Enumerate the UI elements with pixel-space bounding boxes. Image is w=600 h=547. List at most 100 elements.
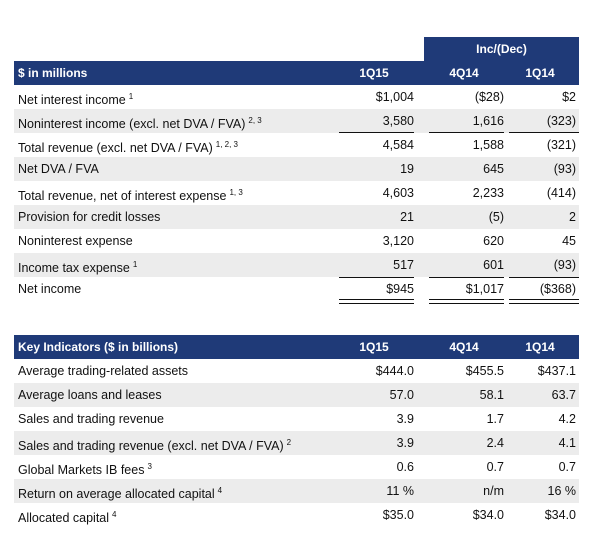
row-label-text: Global Markets IB fees	[18, 463, 145, 477]
value-cell: 11 %	[386, 484, 414, 498]
row-label: Sales and trading revenue	[18, 407, 164, 431]
table-row: Noninterest expense 3,120 620 45	[14, 229, 579, 253]
value-cell: 1,588	[472, 138, 504, 152]
underline-rule	[339, 132, 414, 133]
value-cell: (323)	[546, 114, 576, 128]
value-cell: $444.0	[375, 364, 414, 378]
value-cell: (321)	[546, 138, 576, 152]
row-label-text: Net income	[18, 282, 82, 296]
value-cell: 0.7	[486, 460, 504, 474]
value-cell: 2,233	[472, 186, 504, 200]
row-label: Net DVA / FVA	[18, 157, 99, 181]
value-cell: 63.7	[551, 388, 576, 402]
income-header-row: $ in millions 1Q15 4Q14 1Q14	[14, 61, 579, 85]
table-row: Income tax expense 1 517 601 (93)	[14, 253, 579, 277]
value-cell: 3,120	[382, 234, 414, 248]
row-label-text: Provision for credit losses	[18, 210, 161, 224]
value-cell: 601	[483, 258, 504, 272]
value-cell: 1.7	[486, 412, 504, 426]
row-label-text: Average loans and leases	[18, 388, 162, 402]
double-underline-rule	[509, 299, 579, 304]
row-label: Total revenue (excl. net DVA / FVA) 1, 2,…	[18, 133, 238, 157]
value-cell: $945	[386, 282, 414, 296]
value-cell: (93)	[553, 162, 576, 176]
value-cell: n/m	[483, 484, 504, 498]
value-cell: 19	[400, 162, 414, 176]
row-label-text: Income tax expense	[18, 261, 130, 275]
row-label-text: Net DVA / FVA	[18, 162, 99, 176]
value-cell: $2	[562, 90, 576, 104]
double-underline-rule	[339, 299, 414, 304]
units-label: $ in millions	[18, 66, 88, 80]
indicators-title: Key Indicators ($ in billions)	[18, 340, 179, 354]
table-row: Allocated capital 4 $35.0 $34.0 $34.0	[14, 503, 579, 527]
row-label: Global Markets IB fees 3	[18, 455, 152, 479]
footnote-ref: 1, 3	[229, 188, 243, 197]
row-label-text: Average trading-related assets	[18, 364, 189, 378]
value-cell: 58.1	[479, 388, 504, 402]
footnote-ref: 1	[132, 260, 138, 269]
row-label: Noninterest expense	[18, 229, 133, 253]
value-cell: 645	[483, 162, 504, 176]
value-cell: 517	[393, 258, 414, 272]
row-label: Noninterest income (excl. net DVA / FVA)…	[18, 109, 262, 133]
row-label: Average loans and leases	[18, 383, 162, 407]
value-cell: $455.5	[465, 364, 504, 378]
value-cell: $35.0	[382, 508, 414, 522]
underline-rule	[509, 132, 579, 133]
double-underline-rule	[429, 299, 504, 304]
row-label-text: Total revenue (excl. net DVA / FVA)	[18, 141, 213, 155]
value-cell: 2.4	[486, 436, 504, 450]
col-header: 1Q14	[525, 340, 555, 354]
value-cell: 620	[483, 234, 504, 248]
row-label: Allocated capital 4	[18, 503, 116, 527]
row-label: Income tax expense 1	[18, 253, 137, 277]
table-row: Provision for credit losses 21 (5) 2	[14, 205, 579, 229]
col-header: 1Q14	[525, 66, 555, 80]
top-rule	[339, 277, 414, 278]
footnote-ref: 1, 2, 3	[215, 140, 239, 149]
footnote-ref: 1	[128, 92, 134, 101]
table-row: Sales and trading revenue 3.9 1.7 4.2	[14, 407, 579, 431]
footnote-ref: 4	[217, 486, 223, 495]
top-rule	[429, 277, 504, 278]
row-label: Return on average allocated capital 4	[18, 479, 222, 503]
table-row: Total revenue (excl. net DVA / FVA) 1, 2,…	[14, 133, 579, 157]
top-rule	[509, 277, 579, 278]
row-label-text: Sales and trading revenue (excl. net DVA…	[18, 439, 284, 453]
inc-dec-label: Inc/(Dec)	[476, 42, 527, 56]
value-cell: 4.2	[558, 412, 576, 426]
value-cell: 16 %	[547, 484, 577, 498]
value-cell: 0.7	[558, 460, 576, 474]
col-header: 4Q14	[449, 340, 479, 354]
income-table: Inc/(Dec) $ in millions 1Q15 4Q14 1Q14 N…	[14, 37, 579, 304]
indicators-header-row: Key Indicators ($ in billions) 1Q15 4Q14…	[14, 335, 579, 359]
value-cell: ($368)	[539, 282, 576, 296]
row-label: Sales and trading revenue (excl. net DVA…	[18, 431, 291, 455]
row-label-text: Noninterest income (excl. net DVA / FVA)	[18, 117, 246, 131]
table-row: Average trading-related assets $444.0 $455…	[14, 359, 579, 383]
row-label: Average trading-related assets	[18, 359, 188, 383]
indicators-table: Key Indicators ($ in billions) 1Q15 4Q14…	[14, 335, 579, 527]
value-cell: 0.6	[396, 460, 414, 474]
col-header: 1Q15	[359, 66, 389, 80]
row-label-text: Net interest income	[18, 93, 126, 107]
value-cell: $34.0	[472, 508, 504, 522]
row-label: Net interest income 1	[18, 85, 133, 109]
table-row: Total revenue, net of interest expense 1,…	[14, 181, 579, 205]
table-row: Sales and trading revenue (excl. net DVA…	[14, 431, 579, 455]
value-cell: 57.0	[389, 388, 414, 402]
col-header: 1Q15	[359, 340, 389, 354]
footnote-ref: 2, 3	[248, 116, 262, 125]
table-row: Average loans and leases 57.0 58.1 63.7	[14, 383, 579, 407]
income-group-header: Inc/(Dec)	[14, 37, 579, 61]
table-row: Net interest income 1 $1,004 ($28) $2	[14, 85, 579, 109]
row-label: Total revenue, net of interest expense 1,…	[18, 181, 243, 205]
value-cell: 4,603	[382, 186, 414, 200]
footnote-ref: 3	[147, 462, 152, 471]
table-row: Return on average allocated capital 4 11 %…	[14, 479, 579, 503]
table-row: Global Markets IB fees 3 0.6 0.7 0.7	[14, 455, 579, 479]
table-row: Net income $945 $1,017 ($368)	[14, 277, 579, 304]
value-cell: (93)	[553, 258, 576, 272]
value-cell: 45	[562, 234, 576, 248]
